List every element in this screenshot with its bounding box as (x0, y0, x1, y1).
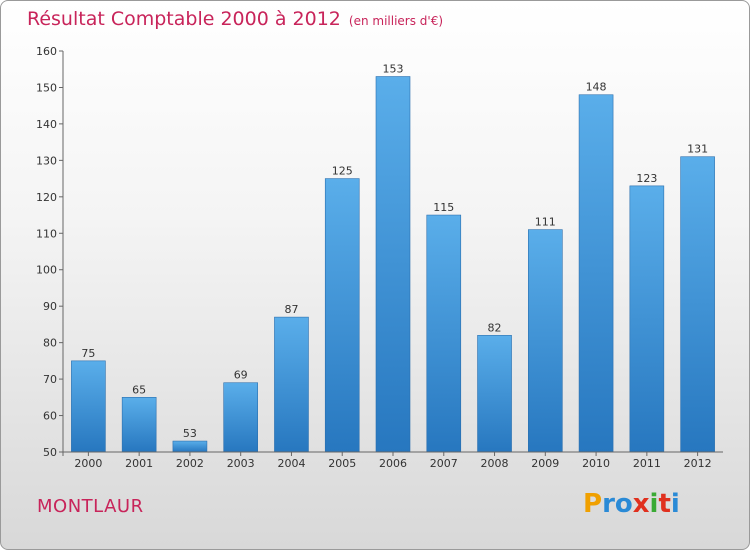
bar-value-label: 65 (132, 383, 146, 396)
bar-value-label: 69 (234, 369, 248, 382)
y-axis: 50 60 70 80 90 100 110 120 130 140 150 160 (36, 45, 64, 459)
town-name: MONTLAUR (37, 496, 144, 517)
bar-value-label: 115 (433, 201, 454, 214)
y-tick-label: 140 (36, 118, 57, 131)
bar-value-label: 131 (687, 143, 708, 156)
x-tick-label: 2012 (684, 457, 712, 470)
y-tick-label: 120 (36, 191, 57, 204)
x-tick-label: 2010 (582, 457, 610, 470)
x-tick-label: 2003 (227, 457, 255, 470)
x-tick-label: 2007 (430, 457, 458, 470)
bar-value-label: 148 (586, 81, 607, 94)
title-text: Résultat Comptable 2000 à 2012 (27, 8, 341, 30)
x-tick-label: 2005 (328, 457, 356, 470)
x-tick-label: 2006 (379, 457, 407, 470)
bar (71, 360, 106, 453)
y-tick-label: 50 (43, 446, 57, 459)
title-unit: (en milliers d'€) (348, 14, 444, 28)
bars: 75 65 53 69 87 125 153 115 82 111 148 123 131 (71, 63, 715, 453)
bar (528, 229, 563, 453)
bar (274, 316, 309, 453)
x-axis: 2000 2001 2002 2003 2004 2005 2006 2007 2008 2009… (63, 451, 723, 470)
bar-value-label: 153 (383, 63, 404, 76)
bar-value-label: 53 (183, 427, 197, 440)
y-tick-label: 110 (36, 227, 57, 240)
bar (680, 156, 715, 453)
x-tick-label: 2009 (531, 457, 559, 470)
bar-value-label: 125 (332, 165, 353, 178)
bar-value-label: 75 (81, 347, 95, 360)
bar (578, 94, 614, 453)
y-tick-label: 80 (43, 337, 57, 350)
bar-value-label: 111 (535, 216, 556, 229)
logo-letter: i (670, 489, 680, 519)
bar (324, 178, 360, 453)
y-tick-label: 60 (43, 410, 57, 423)
logo-letter: P (583, 489, 603, 519)
y-tick-label: 90 (43, 300, 57, 313)
x-tick-label: 2008 (481, 457, 509, 470)
bar-value-label: 87 (284, 303, 298, 316)
bar-value-label: 82 (488, 321, 502, 334)
logo-letter: t (658, 489, 671, 519)
y-tick-label: 130 (36, 154, 57, 167)
y-tick-label: 160 (36, 45, 57, 58)
bar (121, 397, 157, 453)
bar (375, 76, 411, 453)
logo-letter: o (614, 489, 633, 519)
x-tick-label: 2004 (277, 457, 305, 470)
bar (426, 214, 462, 453)
x-tick-label: 2011 (633, 457, 661, 470)
bar (629, 185, 665, 453)
bar (223, 382, 258, 453)
bar (172, 440, 208, 453)
y-tick-label: 150 (36, 81, 57, 94)
x-tick-label: 2001 (125, 457, 153, 470)
x-tick-label: 2002 (176, 457, 204, 470)
bar-value-label: 123 (636, 172, 657, 185)
bar (477, 335, 512, 453)
logo-letter: i (649, 489, 659, 519)
logo-letter: x (632, 489, 650, 519)
chart-title: Résultat Comptable 2000 à 2012 (en millie… (27, 8, 443, 30)
logo-letter: r (602, 489, 615, 519)
x-tick-label: 2000 (74, 457, 102, 470)
y-tick-label: 100 (36, 264, 57, 277)
proxiti-logo: Proxiti (583, 489, 680, 519)
y-tick-label: 70 (43, 373, 57, 386)
